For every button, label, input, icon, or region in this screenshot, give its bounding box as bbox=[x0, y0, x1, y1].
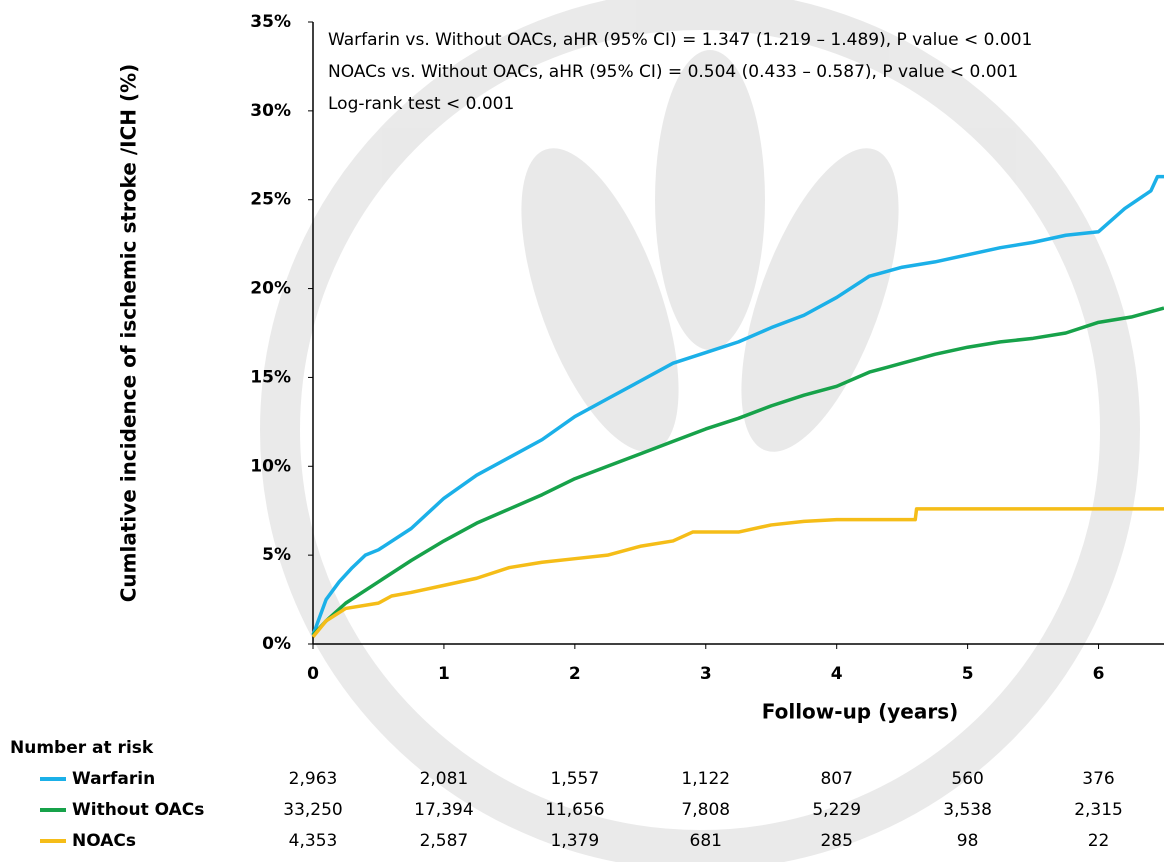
y-tick-label: 15% bbox=[250, 367, 291, 387]
risk-count: 2,587 bbox=[420, 831, 469, 851]
risk-count: 1,379 bbox=[551, 831, 600, 851]
x-tick-label: 0 bbox=[307, 664, 319, 684]
risk-count: 1,122 bbox=[681, 769, 730, 789]
y-axis-title: Cumlative incidence of ischemic stroke /… bbox=[117, 64, 141, 603]
x-tick-label: 4 bbox=[831, 664, 843, 684]
risk-table-title: Number at risk bbox=[10, 738, 154, 758]
legend-label: NOACs bbox=[72, 831, 136, 851]
watermark bbox=[260, 0, 1140, 862]
annotation: Warfarin vs. Without OACs, aHR (95% CI) … bbox=[328, 30, 1032, 50]
risk-count: 2,081 bbox=[420, 769, 469, 789]
risk-count: 1,557 bbox=[551, 769, 600, 789]
x-axis-title: Follow-up (years) bbox=[762, 700, 958, 724]
risk-count: 2,963 bbox=[289, 769, 338, 789]
risk-count: 2,315 bbox=[1074, 800, 1123, 820]
risk-count: 11,656 bbox=[545, 800, 604, 820]
annotation: Log-rank test < 0.001 bbox=[328, 94, 514, 114]
y-tick-label: 30% bbox=[250, 101, 291, 121]
legend-label: Without OACs bbox=[72, 800, 204, 820]
risk-count: 807 bbox=[820, 769, 852, 789]
km-curve bbox=[311, 507, 1164, 638]
y-tick-label: 5% bbox=[262, 545, 291, 565]
risk-count: 17,394 bbox=[414, 800, 473, 820]
risk-count: 22 bbox=[1088, 831, 1110, 851]
annotation: NOACs vs. Without OACs, aHR (95% CI) = 0… bbox=[328, 62, 1018, 82]
x-tick-label: 1 bbox=[438, 664, 450, 684]
x-tick-label: 6 bbox=[1093, 664, 1105, 684]
legend-label: Warfarin bbox=[72, 769, 155, 789]
y-tick-label: 10% bbox=[250, 456, 291, 476]
risk-count: 98 bbox=[957, 831, 979, 851]
risk-count: 560 bbox=[951, 769, 983, 789]
risk-count: 3,538 bbox=[943, 800, 992, 820]
risk-count: 4,353 bbox=[289, 831, 338, 851]
x-tick-label: 5 bbox=[962, 664, 974, 684]
risk-count: 7,808 bbox=[681, 800, 730, 820]
risk-count: 376 bbox=[1082, 769, 1114, 789]
risk-count: 33,250 bbox=[283, 800, 342, 820]
y-tick-label: 20% bbox=[250, 279, 291, 299]
y-tick-label: 35% bbox=[250, 12, 291, 32]
km-curve bbox=[311, 306, 1164, 637]
x-tick-label: 2 bbox=[569, 664, 581, 684]
x-tick-label: 3 bbox=[700, 664, 712, 684]
risk-count: 285 bbox=[820, 831, 852, 851]
km-curve bbox=[311, 174, 1164, 636]
risk-count: 5,229 bbox=[812, 800, 861, 820]
y-tick-label: 0% bbox=[262, 634, 291, 654]
risk-count: 681 bbox=[690, 831, 722, 851]
y-tick-label: 25% bbox=[250, 190, 291, 210]
